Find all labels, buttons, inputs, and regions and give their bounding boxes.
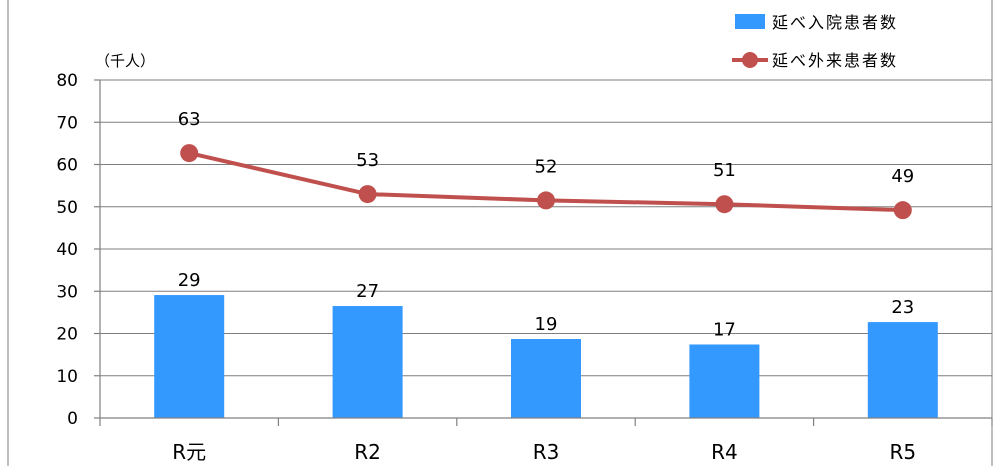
line-data-label: 49 [891, 166, 914, 187]
line-point [180, 144, 199, 163]
bar-data-label: 29 [178, 270, 201, 291]
bar-data-label: 17 [713, 319, 736, 340]
y-tick-label: 50 [56, 198, 78, 218]
bar [689, 344, 760, 418]
y-tick-label: 60 [56, 156, 78, 176]
y-tick-label: 10 [56, 367, 78, 387]
bar [154, 295, 225, 418]
legend-swatch-marker [742, 52, 758, 68]
line-data-label: 53 [356, 150, 379, 171]
bar [511, 338, 581, 418]
x-tick-label: R元 [172, 440, 206, 464]
line-data-label: 51 [713, 160, 736, 181]
bar-data-label: 23 [891, 297, 914, 318]
gridlines [100, 79, 992, 377]
y-tick-label: 80 [56, 71, 78, 91]
legend-label-line: 延べ外来患者数 [772, 51, 898, 70]
y-tick-label: 40 [56, 240, 78, 260]
line-point [358, 185, 377, 204]
bar-data-label: 19 [535, 314, 558, 335]
bar-series [154, 295, 938, 418]
bar [867, 322, 938, 418]
bar [332, 306, 403, 418]
y-tick-label: 70 [56, 113, 78, 133]
x-tick-label: R4 [711, 440, 738, 464]
y-axis-ticks: 0 10 20 30 40 50 60 70 80 [56, 71, 101, 429]
line-point [537, 191, 555, 210]
legend-swatch-bar [735, 14, 765, 29]
line-point [715, 195, 734, 214]
data-labels: 29 27 19 17 23 63 53 52 51 49 [178, 109, 915, 340]
x-tick-label: R2 [354, 440, 381, 464]
y-tick-label: 0 [67, 409, 78, 429]
x-axis: R元 R2 R3 R4 R5 [99, 417, 993, 464]
y-tick-label: 30 [56, 282, 78, 302]
x-tick-label: R3 [533, 440, 560, 464]
line-data-label: 63 [178, 109, 201, 130]
line-series [180, 144, 912, 220]
line-point [893, 201, 912, 220]
y-tick-label: 20 [56, 325, 78, 345]
legend-label-bar: 延べ入院患者数 [772, 13, 898, 32]
unit-label: （千人） [95, 52, 155, 70]
line-data-label: 52 [535, 156, 558, 177]
x-tick-label: R5 [889, 440, 916, 464]
bar-data-label: 27 [356, 281, 379, 302]
